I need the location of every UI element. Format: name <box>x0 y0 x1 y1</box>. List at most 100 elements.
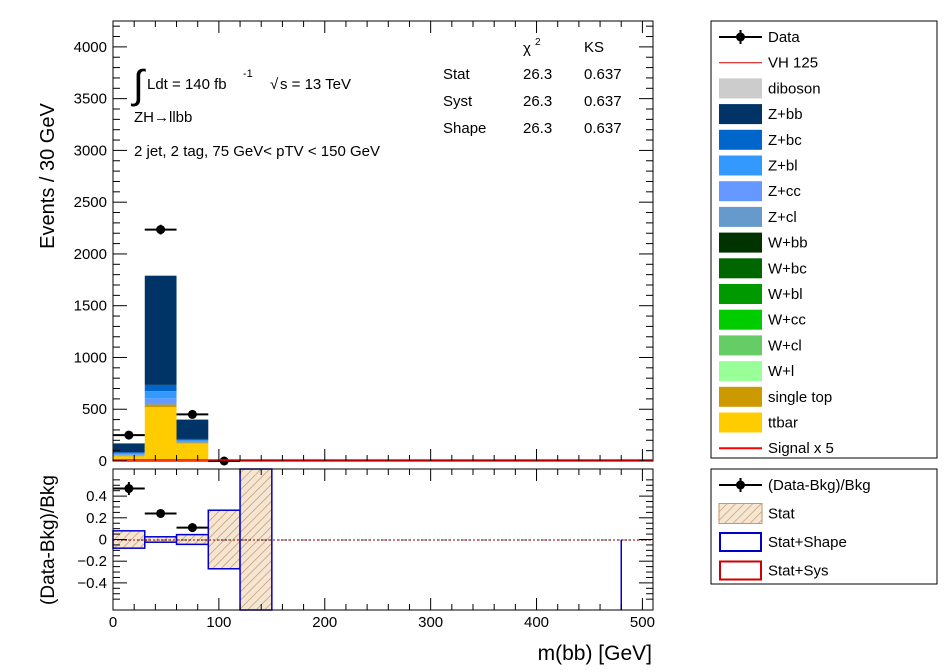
legend-swatch <box>719 386 762 407</box>
stack-bar <box>144 407 177 461</box>
legend-label: VH 125 <box>768 55 818 72</box>
data-point <box>219 456 229 466</box>
legend-swatch <box>719 309 762 330</box>
x-axis-label: m(bb) [GeV] <box>538 642 652 665</box>
legend-entry: W+bb <box>719 232 808 253</box>
legend-entry: (Data-Bkg)/Bkg <box>719 477 871 494</box>
stack-bar <box>176 439 209 442</box>
selection-text: 2 jet, 2 tag, 75 GeV< pTV < 150 GeV <box>134 143 380 160</box>
stack-bar <box>176 438 209 440</box>
ratio-y-tick-label: 0.4 <box>86 488 107 505</box>
x-tick-label: 0 <box>109 614 117 631</box>
legend-swatch <box>719 258 762 279</box>
ratio-y-ticks: −0.4 −0.2 0 0.2 0.4 <box>77 479 653 600</box>
legend-entry: single top <box>719 386 832 407</box>
ratio-point <box>187 523 197 533</box>
stat-band <box>240 469 272 610</box>
legend-label: (Data-Bkg)/Bkg <box>768 477 871 494</box>
stack-bar <box>176 442 209 444</box>
data-points <box>113 224 241 466</box>
stack-bar <box>113 453 145 455</box>
ratio-x-ticks: 0 100 200 300 400 500 <box>109 469 655 631</box>
main-legend-entries: Data VH 125 diboson Z+bb Z+bc Z+bl Z+cc Z+cl W+b… <box>719 29 834 457</box>
legend-entry: Stat <box>718 503 796 524</box>
legend-label: Signal x 5 <box>768 440 834 457</box>
y-tick-label: 4000 <box>74 39 107 56</box>
stats-table: χ 2 KS Stat 26.3 0.637 Syst 26.3 0.637 S… <box>443 37 622 137</box>
stack-bar <box>176 441 209 443</box>
legend-entry: W+cl <box>719 335 802 356</box>
legend-swatch <box>719 560 762 581</box>
stack-bar <box>176 442 209 443</box>
legend-entry: Z+bb <box>719 104 803 125</box>
legend-entry: Z+cl <box>719 206 797 227</box>
legend-label: Z+bc <box>768 132 802 149</box>
legend-entry: W+cc <box>719 309 806 330</box>
legend-swatch <box>719 361 762 382</box>
legend-entry: Z+bc <box>719 129 802 150</box>
stack-bar <box>113 452 145 454</box>
legend-swatch <box>719 412 762 433</box>
legend-swatch <box>719 206 762 227</box>
stats-row-ks: 0.637 <box>584 120 622 137</box>
stats-header-chi: χ <box>523 40 531 57</box>
legend-swatch <box>719 181 762 202</box>
legend-entry: VH 125 <box>719 55 818 72</box>
ratio-panel: −0.4 −0.2 0 0.2 0.4 0 100 200 300 400 500 (Data-B… <box>38 468 655 665</box>
legend-label: Z+cl <box>768 209 797 226</box>
legend-label: W+cc <box>768 312 806 329</box>
x-tick-label: 100 <box>206 614 231 631</box>
ratio-y-tick-label: 0.2 <box>86 510 107 527</box>
background-stack <box>113 275 209 461</box>
data-point <box>156 225 166 235</box>
legend-swatch <box>736 32 745 42</box>
legend-label: W+bb <box>768 235 808 252</box>
stack-bar <box>176 419 209 439</box>
legend-label: Z+bb <box>768 106 803 123</box>
legend-entry: diboson <box>719 78 821 99</box>
legend-entry: Data <box>719 29 800 46</box>
stats-row-label: Syst <box>443 93 473 110</box>
y-tick-label: 3500 <box>74 91 107 108</box>
legend-label: Stat+Sys <box>768 563 828 580</box>
lumi-exponent: -1 <box>243 68 253 80</box>
data-point <box>124 430 134 440</box>
legend-swatch <box>719 129 762 150</box>
stack-bar <box>113 456 145 461</box>
stats-row-chi: 26.3 <box>523 93 552 110</box>
stack-bar <box>113 455 145 457</box>
legend-entry: Stat+Shape <box>719 532 847 552</box>
legend-label: W+cl <box>768 337 802 354</box>
stats-row-ks: 0.637 <box>584 93 622 110</box>
legend-swatch <box>719 532 762 552</box>
stack-bar <box>113 454 145 456</box>
legend-entry: W+bc <box>719 258 807 279</box>
legend-swatch <box>719 78 762 99</box>
legend-swatch <box>719 335 762 356</box>
x-tick-label: 400 <box>524 614 549 631</box>
legend-entry: ttbar <box>719 412 798 433</box>
legend-entry: Signal x 5 <box>719 440 834 457</box>
ratio-points <box>113 482 209 533</box>
main-y-ticks: 0 500 1000 1500 2000 2500 3000 3500 4000 <box>74 25 653 470</box>
stack-bar <box>144 384 177 392</box>
x-tick-label: 200 <box>312 614 337 631</box>
stats-row-chi: 26.3 <box>523 66 552 83</box>
stack-bar <box>176 443 209 461</box>
stack-bar <box>113 455 145 456</box>
stack-bar <box>144 275 177 385</box>
ratio-y-tick-label: −0.4 <box>77 575 107 592</box>
stats-row-label: Shape <box>443 120 486 137</box>
legend-label: W+l <box>768 363 794 380</box>
ratio-legend-entries: (Data-Bkg)/Bkg Stat Stat+Shape Stat+Sys <box>718 477 871 581</box>
main-legend: Data VH 125 diboson Z+bb Z+bc Z+bl Z+cc Z+cl W+b… <box>710 20 938 459</box>
y-tick-label: 500 <box>82 401 107 418</box>
legend-label: Stat <box>768 506 796 523</box>
main-plot-frame <box>112 20 654 462</box>
legend-entry: Z+cc <box>719 181 801 202</box>
energy-text: s = 13 TeV <box>280 76 351 93</box>
legend-label: Z+cc <box>768 183 801 200</box>
y-tick-label: 1000 <box>74 349 107 366</box>
ratio-point <box>124 484 134 494</box>
